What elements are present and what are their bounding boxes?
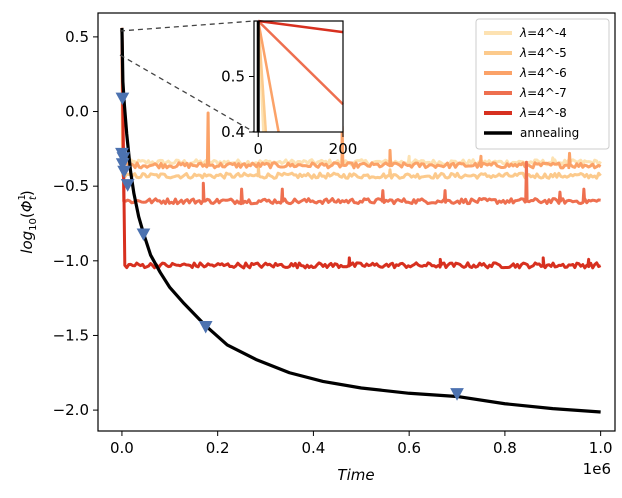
- y-axis-label: log10(Φ1t): [17, 190, 39, 253]
- inset-line-3: [257, 20, 344, 106]
- x-tick-label: 0.2: [206, 439, 230, 457]
- inset-ticks: 0 200 0.5 0.4: [221, 68, 357, 159]
- ylabel-sub: 10: [28, 218, 39, 231]
- legend-label: λ=4^-4: [519, 26, 567, 40]
- series-line-2: [120, 27, 602, 170]
- ylabel-symsub: t: [28, 195, 39, 200]
- ylabel-base: log: [18, 231, 36, 254]
- series-line-5: [120, 27, 601, 414]
- inset-plot: 0 200 0.5 0.4: [221, 19, 357, 159]
- ylabel-symbol: Φ: [18, 200, 36, 212]
- y-tick-label: 0.5: [65, 28, 89, 46]
- ylabel-sup: 1: [17, 194, 28, 200]
- inset-line-2: [257, 20, 280, 133]
- main-axes-frame: [97, 12, 616, 432]
- inset-connector-bottom: [119, 54, 255, 133]
- legend-label: λ=4^-5: [519, 46, 567, 60]
- triangle-marker: [115, 158, 130, 171]
- series-line-3: [120, 27, 601, 206]
- x-tick-label: 0.6: [397, 439, 421, 457]
- x-axis-label: Time: [337, 466, 374, 484]
- y-tick-label: 0.0: [65, 103, 89, 121]
- legend-label: λ=4^-8: [519, 106, 567, 120]
- x-tick-label: 1.0: [589, 439, 613, 457]
- legend-label: λ=4^-6: [519, 66, 567, 80]
- x-offset-label: 1e6: [583, 460, 611, 478]
- triangle-marker: [120, 179, 135, 192]
- x-tick-label: 0.4: [301, 439, 325, 457]
- x-tick-label: 0.0: [110, 439, 134, 457]
- inset-line-4: [258, 19, 344, 34]
- inset-x-tick-label: 0: [253, 140, 263, 158]
- legend-label: λ=4^-7: [519, 86, 567, 100]
- inset-y-tick-label: 0.5: [221, 68, 245, 86]
- x-axis-ticks: 0.0 0.2 0.4 0.6 0.8 1.0: [110, 431, 613, 457]
- y-tick-label: −1.5: [53, 326, 89, 344]
- legend: λ=4^-4 λ=4^-5 λ=4^-6 λ=4^-7 λ=4^-8 annealing: [475, 18, 610, 150]
- x-tick-label: 0.8: [493, 439, 517, 457]
- inset-y-tick-label: 0.4: [221, 123, 245, 141]
- inset-lines: [256, 19, 344, 133]
- triangle-markers: [115, 92, 464, 401]
- y-tick-label: −1.0: [53, 252, 89, 270]
- inset-connector-top: [119, 20, 255, 32]
- ylabel-open: (: [18, 212, 36, 218]
- triangle-marker: [136, 228, 151, 241]
- triangle-marker: [450, 388, 464, 401]
- series-line-4: [120, 27, 602, 270]
- legend-items: λ=4^-4 λ=4^-5 λ=4^-6 λ=4^-7 λ=4^-8 annealing: [484, 26, 579, 140]
- y-tick-label: −2.0: [53, 401, 89, 419]
- y-axis-ticks: 0.5 0.0 −0.5 −1.0 −1.5 −2.0: [53, 28, 98, 419]
- y-tick-label: −0.5: [53, 177, 89, 195]
- main-plot-lines: [120, 27, 602, 414]
- inset-x-tick-label: 200: [329, 140, 358, 158]
- triangle-marker: [115, 92, 130, 106]
- ylabel-close: ): [18, 190, 36, 196]
- series-line-1: [120, 27, 602, 180]
- legend-label: annealing: [520, 126, 579, 140]
- triangle-marker: [117, 165, 131, 179]
- triangle-marker: [198, 321, 213, 334]
